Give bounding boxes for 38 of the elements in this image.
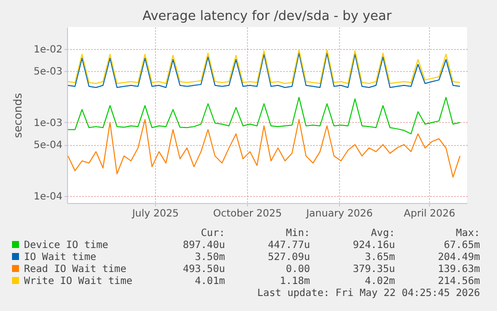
text: 4.01m [194,276,225,288]
text: 3.65m [364,252,395,264]
text: Avg: [370,228,395,240]
text: 379.35u [352,264,395,276]
legend-label: IO Wait time [23,252,98,264]
text: 493.50u [182,264,225,276]
text: 3.50m [194,252,225,264]
y-tick-label: 5e-04 [34,140,62,152]
text: Min: [284,228,310,240]
chart-title: Average latency for /dev/sda - by year [142,9,392,24]
y-tick-label: 1e-04 [34,191,62,202]
x-tick-label: October 2025 [213,208,282,220]
text: 4.02m [364,276,395,288]
text: 447.77u [266,240,310,252]
text: 897.40u [182,240,225,252]
text: Last update: Fri May 22 04:25:45 2026 [256,288,480,300]
text: 527.09u [266,252,310,264]
y-axis-title: seconds [12,92,25,138]
text: 0.00 [284,264,310,276]
x-tick-label: July 2025 [131,208,179,220]
legend-label: Device IO time [23,240,110,252]
legend-label: Write IO Wait time [23,276,134,288]
text: 139.63m [436,264,480,276]
text: 1.18m [278,276,310,288]
text: 204.49m [436,252,480,264]
legend-label: Read IO Wait time [23,264,128,276]
x-tick-label: April 2026 [404,208,456,220]
text: Max: [454,228,480,240]
text: 67.65m [442,240,480,252]
y-tick-label: 5e-03 [34,66,62,78]
text: 924.16u [352,240,395,252]
text: 214.56m [436,276,480,288]
y-tick-label: 1e-02 [34,44,62,56]
x-tick-label: January 2026 [305,208,373,220]
text: Cur: [200,228,225,240]
line-series [68,96,460,134]
y-tick-label: 1e-03 [34,118,62,129]
line-series [68,118,460,178]
